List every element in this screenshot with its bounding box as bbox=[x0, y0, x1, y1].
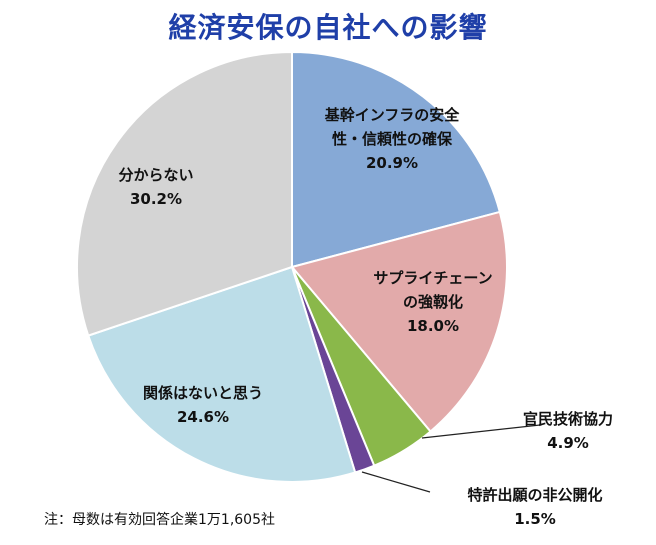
slice-label-line: サプライチェーン bbox=[373, 269, 492, 287]
pie-slice-6 bbox=[76, 50, 293, 337]
slice-label-1: 基幹インフラの安全性・信頼性の確保 20.9% bbox=[324, 106, 461, 172]
slice-label-line: の強靱化 bbox=[403, 293, 463, 311]
slice-label-line: 基幹インフラの安全 bbox=[324, 106, 461, 124]
slice-label-line: 特許出願の非公開化 bbox=[467, 486, 602, 504]
pie-slice-2 bbox=[290, 210, 508, 433]
slice-label-line: 分からない bbox=[118, 166, 193, 184]
slice-label-2: サプライチェーンの強靱化 18.0% bbox=[373, 269, 492, 335]
slice-label-line: 官民技術協力 bbox=[523, 410, 613, 428]
slice-label-line: 関係はないと思う bbox=[143, 384, 263, 402]
slice-label-6: 分からない 30.2% bbox=[118, 166, 193, 208]
slice-value-label: 30.2% bbox=[130, 190, 182, 208]
leader-line-3 bbox=[421, 424, 541, 439]
slice-label-5: 関係はないと思う 24.6% bbox=[143, 384, 263, 426]
pie-slice-5 bbox=[86, 265, 357, 483]
slice-value-label: 24.6% bbox=[177, 408, 229, 426]
slice-value-label: 18.0% bbox=[407, 317, 459, 335]
slice-value-label: 4.9% bbox=[547, 434, 589, 452]
slice-value-label: 1.5% bbox=[514, 510, 556, 528]
chart-note: 注：母数は有効回答企業1万1,605社 bbox=[44, 512, 275, 528]
slice-label-3: 官民技術協力 4.9% bbox=[523, 410, 613, 452]
slice-value-label: 20.9% bbox=[366, 154, 418, 172]
slice-label-4: 特許出願の非公開化 1.5% bbox=[467, 486, 602, 528]
pie-slice-1 bbox=[291, 50, 502, 269]
chart-title: 経済安保の自社への影響 bbox=[168, 11, 488, 44]
leader-line-4 bbox=[361, 471, 431, 493]
slice-label-line: 性・信頼性の確保 bbox=[332, 130, 453, 148]
